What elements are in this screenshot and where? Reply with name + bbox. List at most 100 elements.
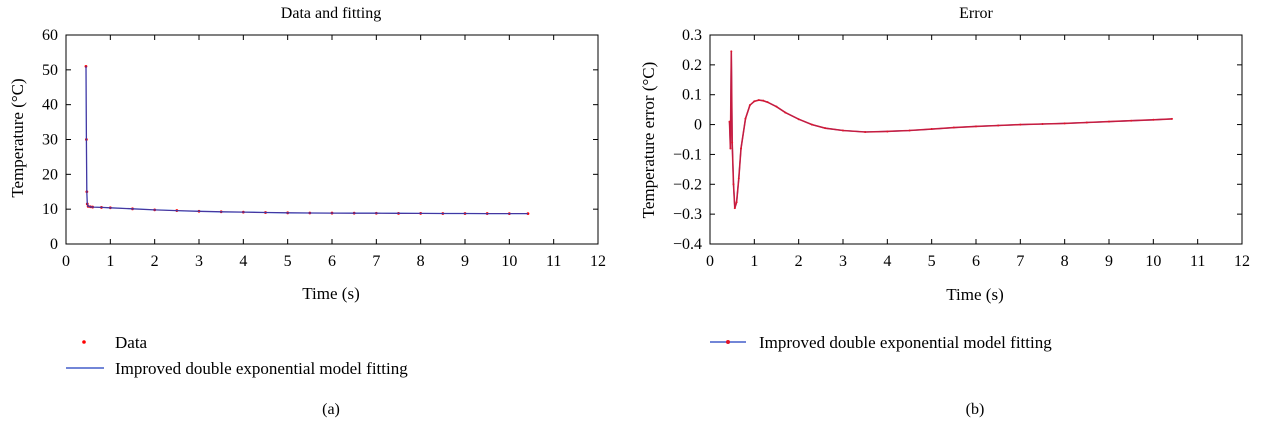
x-tick-label: 0 [62, 253, 70, 270]
error-point [753, 100, 756, 103]
x-tick-label: 8 [417, 253, 425, 270]
x-tick-label: 10 [1145, 253, 1161, 270]
error-point [997, 124, 1000, 127]
error-point [728, 120, 731, 123]
x-tick-label: 11 [1190, 253, 1205, 270]
y-tick-label: 50 [42, 62, 58, 79]
series-fit-line [85, 66, 528, 215]
y-tick-label: −0.1 [673, 146, 702, 163]
chart-data-and-fitting: Data and fitting Temperature (°C) Time (… [8, 5, 606, 418]
error-point [930, 128, 933, 131]
x-axis-title: Time (s) [946, 285, 1003, 304]
error-point [886, 130, 889, 133]
y-tick-label: 0.2 [682, 57, 702, 74]
error-point [757, 99, 760, 102]
panel-label-a: (a) [322, 401, 340, 418]
plot-frame [65, 34, 599, 245]
chart-title: Error [959, 5, 993, 22]
legend-marker-data [82, 340, 86, 344]
y-axis-title: Temperature error (°C) [639, 62, 658, 219]
x-tick-label: 6 [972, 253, 980, 270]
error-point [1019, 123, 1022, 126]
error-point [1130, 119, 1133, 122]
error-point [732, 183, 735, 186]
error-point [744, 117, 747, 120]
error-point [1041, 122, 1044, 125]
x-tick-label: 1 [106, 253, 114, 270]
y-tick-label: 0.1 [682, 87, 702, 104]
chart-error: Error Temperature error (°C) Time (s) 0 1… [639, 5, 1250, 418]
plot-frame [709, 34, 1243, 245]
x-tick-label: 9 [461, 253, 469, 270]
x-tick-label: 7 [1016, 253, 1024, 270]
x-tick-label: 1 [750, 253, 758, 270]
x-tick-label: 5 [928, 253, 936, 270]
error-point [842, 129, 844, 132]
error-point [766, 101, 769, 104]
x-tick-label: 6 [328, 253, 336, 270]
error-point [1108, 120, 1110, 123]
series-error-points-trace [728, 51, 1173, 209]
chart-title: Data and fitting [281, 5, 381, 22]
y-tick-label: −0.2 [673, 176, 702, 193]
x-tick-label: 10 [501, 253, 517, 270]
y-tick-label: 0 [50, 236, 58, 253]
x-tick-label: 4 [239, 253, 247, 270]
error-point [824, 127, 827, 130]
y-tick-label: 10 [42, 201, 58, 218]
error-point [975, 125, 977, 128]
error-point [810, 123, 813, 126]
y-tick-label: 0.3 [682, 27, 702, 44]
x-tick-label: 12 [1234, 253, 1250, 270]
x-tick-label: 0 [706, 253, 714, 270]
legend-label-fit: Improved double exponential model fittin… [115, 359, 408, 378]
error-point [740, 147, 743, 150]
legend-label-fit: Improved double exponential model fittin… [759, 333, 1052, 352]
series-overlay-line [85, 66, 528, 214]
legend-marker-fit-point [726, 340, 730, 344]
error-point [731, 141, 734, 144]
series-error-points [728, 50, 1173, 210]
error-point [1170, 117, 1173, 120]
error-point [908, 129, 911, 132]
error-point [864, 131, 867, 134]
x-tick-label: 5 [284, 253, 292, 270]
series-error-line [728, 51, 1173, 209]
error-point [797, 118, 800, 121]
x-tick-label: 3 [195, 253, 203, 270]
panel-label-b: (b) [966, 401, 985, 418]
error-point [735, 201, 738, 204]
x-tick-label: 11 [546, 253, 561, 270]
y-tick-label: 20 [42, 166, 58, 183]
error-point [733, 207, 736, 210]
error-point [784, 111, 787, 114]
error-point [1085, 121, 1088, 124]
y-tick-label: 0 [694, 117, 702, 134]
error-point [775, 105, 778, 108]
error-point [737, 177, 740, 180]
x-tick-label: 2 [795, 253, 803, 270]
legend: Improved double exponential model fittin… [710, 333, 1052, 352]
y-axis-title: Temperature (°C) [8, 78, 27, 197]
y-tick-label: 30 [42, 132, 58, 149]
series-data-points [84, 64, 530, 216]
y-tick-label: 40 [42, 97, 58, 114]
x-tick-label: 4 [883, 253, 891, 270]
error-point [762, 99, 765, 102]
x-tick-label: 7 [372, 253, 380, 270]
error-point [1063, 122, 1066, 125]
error-point [1152, 118, 1155, 121]
error-point [730, 50, 733, 53]
x-tick-label: 3 [839, 253, 847, 270]
legend: Data Improved double exponential model f… [66, 333, 408, 378]
x-axis-title: Time (s) [302, 284, 359, 303]
x-tick-label: 2 [151, 253, 159, 270]
error-point [748, 104, 751, 107]
legend-label-data: Data [115, 333, 148, 352]
y-tick-label: 60 [42, 27, 58, 44]
x-tick-label: 12 [590, 253, 606, 270]
error-point [952, 126, 955, 129]
y-tick-label: −0.4 [673, 236, 702, 253]
y-tick-label: −0.3 [673, 206, 702, 223]
